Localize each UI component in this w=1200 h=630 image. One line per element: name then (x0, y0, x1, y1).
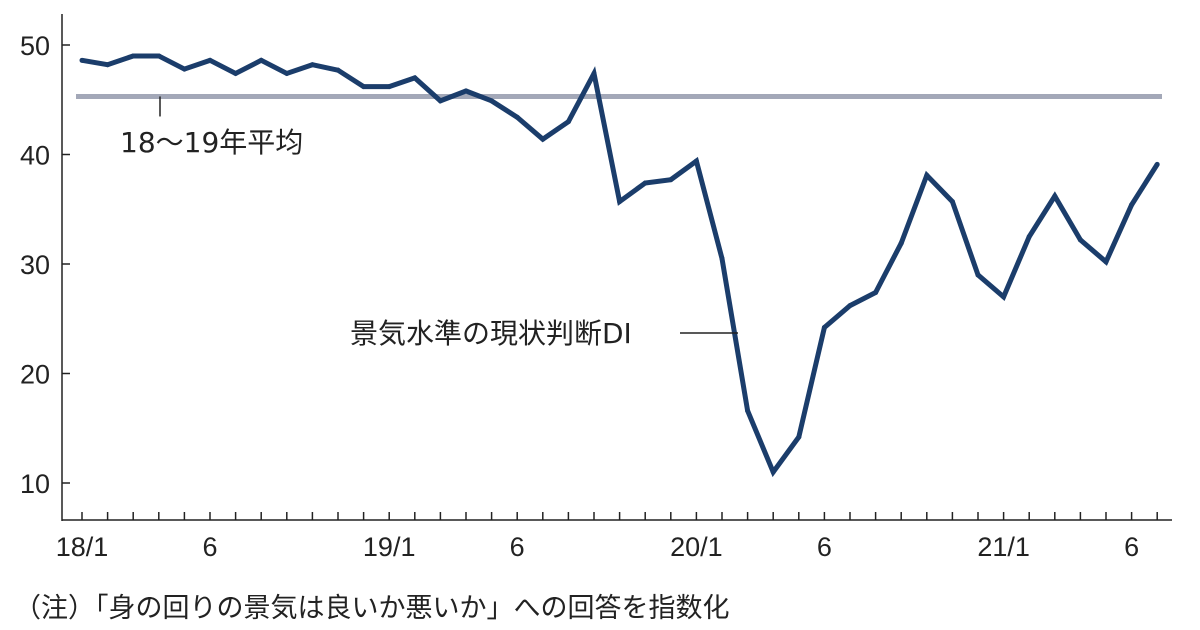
data-point (1103, 259, 1109, 265)
data-point (949, 199, 955, 205)
data-point (847, 303, 853, 309)
data-point (463, 88, 469, 94)
data-point (1052, 193, 1058, 199)
data-point (617, 199, 623, 205)
x-tick-label: 6 (510, 532, 525, 562)
x-tick-label: 19/1 (363, 532, 416, 562)
data-point (1026, 234, 1032, 240)
y-tick-label: 10 (20, 469, 50, 499)
data-point (258, 57, 264, 63)
x-tick-label: 21/1 (977, 532, 1030, 562)
data-point (796, 434, 802, 440)
data-point (1077, 237, 1083, 243)
data-point (1129, 202, 1135, 208)
x-tick-label: 6 (1124, 532, 1139, 562)
data-point (821, 325, 827, 331)
di-series-line (81, 53, 1160, 478)
data-point (437, 98, 443, 104)
data-point (130, 53, 136, 59)
data-point (335, 67, 341, 73)
data-point (1154, 161, 1160, 167)
y-tick-label: 40 (20, 141, 50, 171)
data-point (156, 53, 162, 59)
data-point (514, 114, 520, 120)
di-series-label: 景気水準の現状判断DI (350, 317, 632, 350)
data-point (489, 98, 495, 104)
data-point (181, 66, 187, 72)
data-point (924, 172, 930, 178)
data-point (540, 136, 546, 142)
data-point (719, 256, 725, 262)
y-tick-label: 50 (20, 31, 50, 61)
data-point (79, 57, 85, 63)
data-point (975, 272, 981, 278)
data-point (873, 289, 879, 295)
x-tick-label: 20/1 (670, 532, 723, 562)
data-point (642, 180, 648, 186)
data-point (770, 469, 776, 475)
data-point (284, 70, 290, 76)
y-tick-label: 30 (20, 250, 50, 280)
chart-note: （注）「身の回りの景気は良いか悪いか」への回答を指数化 (14, 593, 730, 624)
data-point (898, 240, 904, 246)
data-point (1001, 294, 1007, 300)
x-tick-label: 6 (202, 532, 217, 562)
x-tick-label: 6 (817, 532, 832, 562)
data-point (565, 119, 571, 125)
data-point (668, 177, 674, 183)
data-point (693, 158, 699, 164)
data-point (386, 84, 392, 90)
data-point (591, 70, 597, 76)
data-point (233, 70, 239, 76)
data-point (745, 408, 751, 414)
average-label: 18～19年平均 (120, 126, 303, 159)
y-tick-label: 20 (20, 360, 50, 390)
data-point (207, 57, 213, 63)
data-point (361, 84, 367, 90)
x-tick-label: 18/1 (56, 532, 109, 562)
data-point (412, 75, 418, 81)
data-point (309, 62, 315, 68)
data-point (105, 62, 111, 68)
